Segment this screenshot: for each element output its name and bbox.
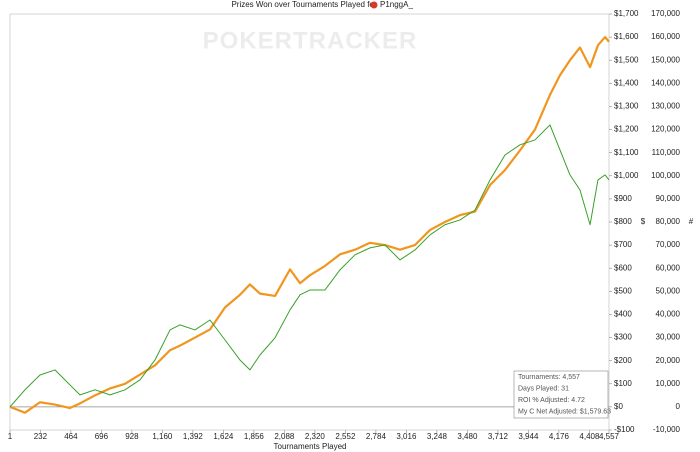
plot-area: [9, 13, 610, 431]
y2-tick-label: -10,000: [653, 425, 681, 434]
x-tick-label: 2,784: [366, 432, 387, 441]
y2-axis-title: #: [689, 217, 694, 226]
y2-tick-label: 120,000: [651, 125, 680, 134]
y2-tick-label: 50,000: [656, 286, 681, 295]
x-tick-label: 3,712: [488, 432, 509, 441]
y-tick-label: $0: [614, 402, 623, 411]
y2-tick-label: 20,000: [656, 356, 681, 365]
y2-tick-label: 130,000: [651, 102, 680, 111]
y-tick-label: $700: [614, 240, 632, 249]
y-tick-label: $1,100: [614, 148, 639, 157]
series-line: [9, 124, 610, 408]
x-tick-label: 3,480: [457, 432, 478, 441]
y-tick-label: $100: [614, 379, 632, 388]
x-tick-label: 2,320: [305, 432, 326, 441]
series-line: [9, 36, 610, 414]
x-tick-label: 1,160: [152, 432, 173, 441]
y-tick-label: $1,300: [614, 102, 639, 111]
y2-tick-label: 10,000: [656, 379, 681, 388]
chart-title: Prizes Won over Tournaments Played for: [231, 0, 376, 9]
x-tick-label: 928: [125, 432, 139, 441]
y-tick-label: $1,400: [614, 78, 639, 87]
y2-tick-label: 160,000: [651, 32, 680, 41]
y-tick-label: $800: [614, 217, 632, 226]
player-icon: [370, 1, 378, 9]
y-tick-label: -$100: [614, 425, 635, 434]
info-line: Tournaments: 4,557: [518, 374, 580, 381]
x-tick-label: 4,176: [549, 432, 570, 441]
x-tick-label: 1,856: [244, 432, 265, 441]
x-tick-label: 2,552: [335, 432, 356, 441]
x-tick-label: 3,016: [396, 432, 417, 441]
info-line: Days Played: 31: [518, 385, 569, 392]
player-name: P1nggA_: [380, 0, 413, 9]
y-tick-label: $500: [614, 286, 632, 295]
y2-tick-label: 30,000: [656, 333, 681, 342]
y-tick-label: $1,500: [614, 55, 639, 64]
y2-tick-label: 110,000: [652, 148, 681, 157]
watermark: POKERTRACKER: [203, 27, 418, 54]
x-tick-label: 2,088: [274, 432, 295, 441]
x-tick-label: 4,408: [579, 432, 600, 441]
title-text: Prizes Won over Tournaments Played for: [231, 0, 376, 9]
y-tick-label: $600: [614, 263, 632, 272]
info-line: ROI % Adjusted: 4.72: [518, 397, 585, 404]
y2-tick-label: 70,000: [656, 240, 681, 249]
x-tick-label: 1,392: [183, 432, 204, 441]
y-tick-label: $1,200: [614, 125, 639, 134]
x-tick-label: 1,624: [213, 432, 234, 441]
y2-tick-label: 150,000: [651, 55, 680, 64]
y2-tick-label: 0: [676, 402, 681, 411]
y2-tick-label: 170,000: [651, 9, 680, 18]
y2-tick-label: 40,000: [656, 310, 681, 319]
y-tick-label: $1,700: [614, 9, 639, 18]
y2-tick-label: 90,000: [656, 194, 681, 203]
info-line: My C Net Adjusted: $1,579.63: [518, 408, 611, 415]
x-tick-label: 3,944: [518, 432, 539, 441]
x-tick-label: 464: [64, 432, 78, 441]
x-tick-label: 232: [34, 432, 48, 441]
y-tick-label: $300: [614, 333, 632, 342]
x-tick-label: 1: [8, 432, 13, 441]
y2-tick-label: 80,000: [656, 217, 681, 226]
x-axis-title: Tournaments Played: [274, 442, 347, 451]
y-axis-title: $: [641, 217, 646, 226]
y-tick-label: $200: [614, 356, 632, 365]
x-tick-label: 3,248: [427, 432, 448, 441]
y2-tick-label: 100,000: [651, 171, 680, 180]
y2-tick-label: 140,000: [651, 78, 680, 87]
info-box: [513, 370, 609, 419]
y2-tick-label: 60,000: [656, 263, 681, 272]
y-tick-label: $400: [614, 310, 632, 319]
x-tick-label: 696: [95, 432, 109, 441]
y-tick-label: $1,000: [614, 171, 639, 180]
y-tick-label: $1,600: [614, 32, 639, 41]
x-tick-label: 4,557: [599, 432, 620, 441]
y-tick-label: $900: [614, 194, 632, 203]
